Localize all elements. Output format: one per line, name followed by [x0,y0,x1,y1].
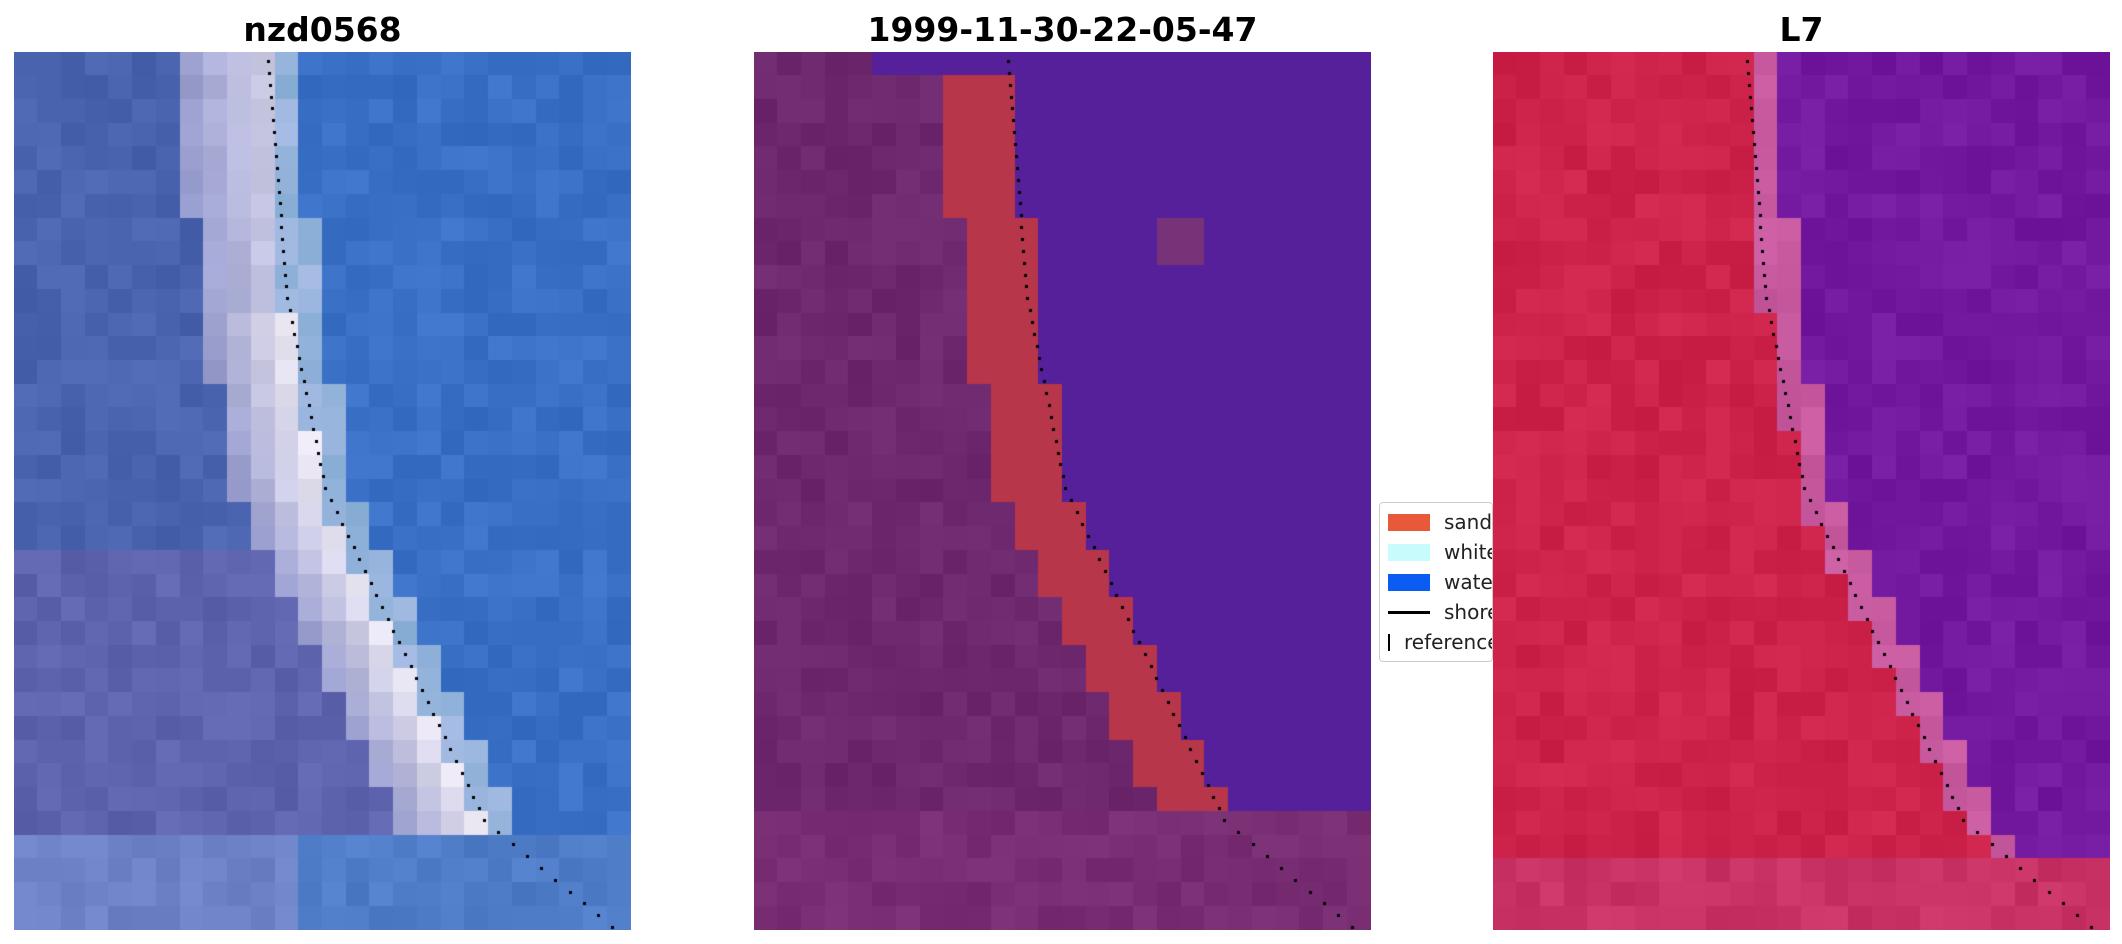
rgb-image-panel [14,52,631,930]
shoreline-line-icon [1388,610,1430,614]
legend-item-shoreline: shoreline [1388,597,1492,627]
water-swatch [1388,573,1430,591]
legend-label-white-water: white-water [1444,540,1492,564]
legend-item-sand: sand [1388,507,1493,537]
legend-item-white-water: white-water [1388,537,1492,567]
index-image-panel [1493,52,2110,930]
legend-label-shoreline: shoreline [1444,600,1492,624]
white-water-swatch [1388,543,1430,561]
legend-label-water: water [1444,570,1493,594]
sand-swatch [1388,513,1430,531]
legend-item-water: water [1388,567,1493,597]
panel-title-classified: 1999-11-30-22-05-47 [867,10,1258,49]
panel-title-rgb: nzd0568 [243,10,402,49]
panel-title-index: L7 [1779,10,1824,49]
classified-image-panel [754,52,1371,930]
legend-label-sand: sand [1444,510,1493,534]
reference-buffer-swatch [1388,633,1390,651]
legend: sand white-water water shoreline referen… [1379,502,1493,662]
legend-item-reference-buffer: reference shoreline buffer [1388,627,1493,657]
legend-label-reference-buffer: reference shoreline buffer [1404,630,1493,654]
